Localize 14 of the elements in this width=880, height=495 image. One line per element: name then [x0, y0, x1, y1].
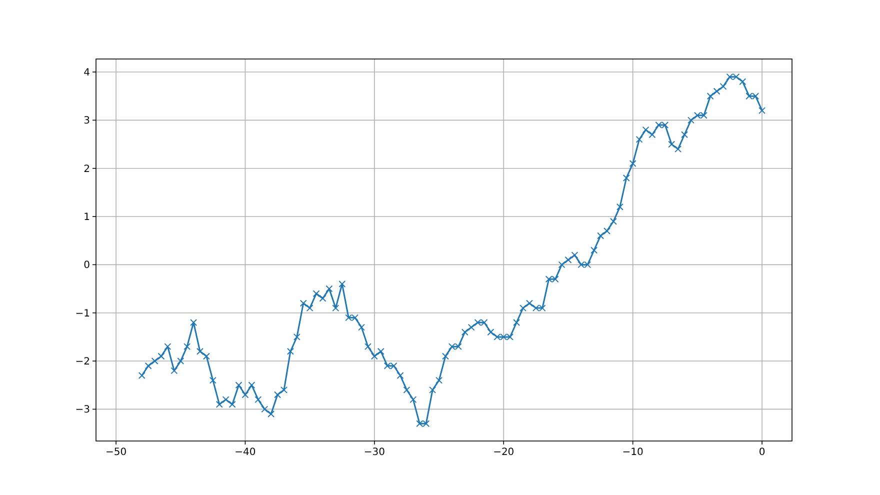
x-tick-label: −20	[493, 447, 514, 458]
y-tick-label: 0	[84, 260, 90, 272]
y-tick-label: 4	[84, 68, 90, 79]
y-tick-label: 3	[84, 116, 90, 127]
y-tick-label: −3	[75, 404, 90, 416]
y-tick-label: 2	[84, 164, 90, 175]
x-tick-label: −50	[105, 447, 127, 458]
x-tick-label: −40	[234, 447, 256, 458]
y-tick-label: −2	[75, 356, 90, 368]
x-tick-label: −30	[364, 447, 385, 458]
y-tick-label: −1	[75, 308, 90, 320]
y-tick-label: 1	[84, 212, 90, 224]
x-tick-label: 0	[758, 447, 766, 458]
x-tick-label: −10	[622, 447, 644, 458]
